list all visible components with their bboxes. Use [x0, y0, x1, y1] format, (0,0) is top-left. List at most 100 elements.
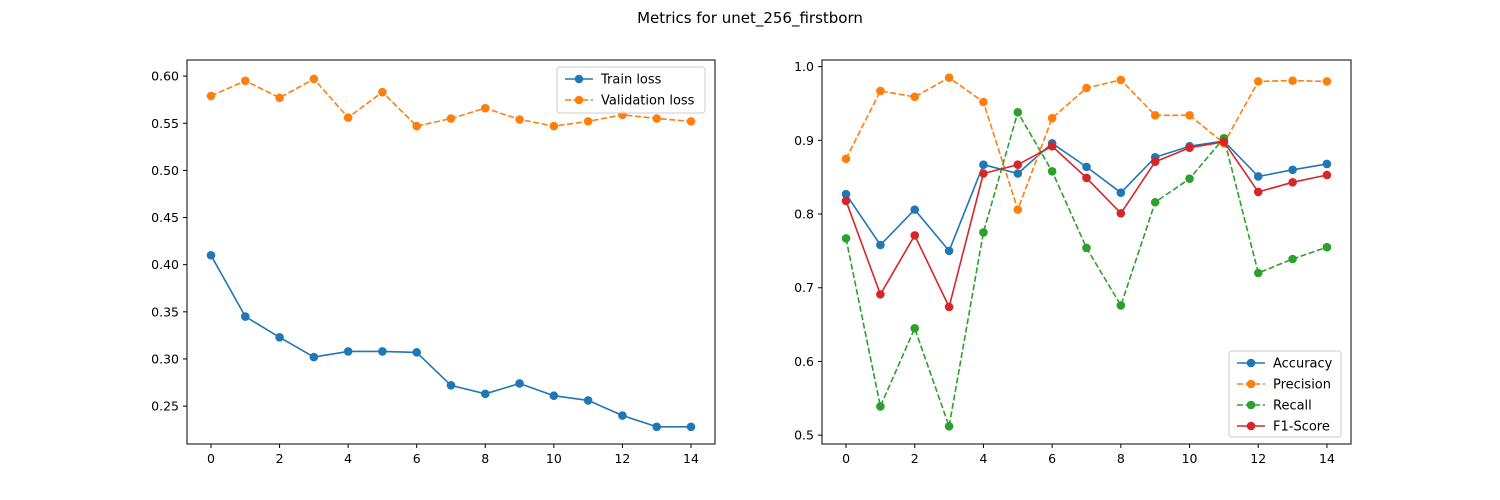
- legend-marker: [1246, 358, 1256, 368]
- legend-box: [556, 66, 706, 114]
- x-tick-label: 6: [1048, 451, 1056, 466]
- y-tick-label: 0.55: [151, 116, 179, 131]
- x-tick-label: 4: [979, 451, 987, 466]
- data-point: [446, 381, 456, 390]
- data-point: [1013, 108, 1023, 117]
- data-point: [1047, 166, 1057, 176]
- x-tick-label: 8: [1117, 451, 1125, 466]
- data-point: [1219, 137, 1229, 147]
- data-point: [583, 396, 593, 405]
- data-point: [343, 347, 353, 356]
- data-point: [206, 250, 216, 260]
- data-point: [944, 422, 954, 431]
- data-point: [583, 117, 593, 126]
- data-point: [979, 169, 988, 178]
- legend-marker: [1246, 421, 1256, 431]
- data-point: [979, 228, 988, 237]
- y-tick-label: 0.40: [151, 257, 179, 272]
- data-point: [841, 189, 851, 199]
- series-line: [210, 254, 691, 428]
- data-point: [910, 92, 920, 102]
- x-tick-label: 0: [842, 451, 850, 466]
- data-point: [652, 114, 662, 123]
- data-point: [944, 302, 954, 312]
- data-point: [1150, 197, 1160, 207]
- x-tick-label: 12: [614, 451, 630, 466]
- metrics-chart: 0 2 4 6 8 10 12 14 0.5 0.6 0.7 0.8 0.9 1.0 Accuracy Pre…: [794, 59, 1352, 466]
- data-point: [446, 114, 456, 123]
- data-point: [1253, 268, 1263, 278]
- data-point: [1013, 205, 1023, 214]
- data-point: [1116, 301, 1126, 310]
- y-tick-label: 0.6: [794, 354, 814, 369]
- legend-label: Accuracy: [1273, 357, 1333, 372]
- legend: Train loss Validation loss: [556, 66, 706, 114]
- data-point: [1150, 157, 1160, 167]
- data-point: [1116, 75, 1126, 85]
- y-tick-label: 0.9: [794, 133, 814, 148]
- data-point: [910, 205, 920, 214]
- data-point: [1185, 110, 1194, 120]
- data-point: [1288, 254, 1297, 264]
- data-point: [378, 87, 387, 97]
- y-tick-label: 0.30: [151, 351, 179, 366]
- x-tick-label: 12: [1250, 451, 1266, 466]
- legend-marker: [1246, 400, 1256, 410]
- data-point: [876, 402, 885, 411]
- x-tick-label: 10: [1182, 451, 1198, 466]
- data-point: [309, 352, 319, 362]
- data-point: [480, 103, 490, 113]
- legend-marker: [574, 95, 584, 105]
- data-point: [1253, 77, 1263, 86]
- data-point: [686, 117, 696, 126]
- data-point: [979, 97, 988, 107]
- legend-label: Train loss: [600, 73, 662, 88]
- data-point: [618, 411, 627, 420]
- data-point: [343, 113, 353, 122]
- data-point: [876, 290, 885, 299]
- plot-frame: [186, 59, 716, 445]
- data-point: [1322, 242, 1332, 252]
- x-tick-label: 10: [546, 451, 562, 466]
- figure-title: Metrics for unet_256_firstborn: [637, 9, 863, 28]
- y-tick-label: 0.50: [151, 163, 179, 178]
- data-point: [1013, 160, 1023, 169]
- data-point: [944, 73, 954, 82]
- data-point: [515, 115, 524, 124]
- data-point: [240, 312, 250, 321]
- legend-label: Precision: [1273, 378, 1331, 393]
- y-tick-label: 0.5: [794, 428, 814, 443]
- data-point: [1047, 141, 1057, 151]
- y-tick-label: 1.0: [794, 59, 814, 74]
- data-point: [549, 121, 559, 131]
- x-tick-label: 2: [911, 451, 919, 466]
- data-point: [1185, 143, 1194, 153]
- x-tick-label: 14: [1319, 451, 1335, 466]
- data-point: [876, 86, 885, 96]
- x-tick-label: 6: [413, 451, 421, 466]
- data-point: [876, 240, 885, 250]
- loss-chart: 0 2 4 6 8 10 12 14 0.25 0.30 0.35 0.40 0.45 0.50 0.55 0…: [151, 59, 716, 466]
- data-point: [944, 246, 954, 256]
- x-tick-label: 14: [683, 451, 699, 466]
- data-point: [652, 422, 662, 432]
- data-point: [910, 231, 920, 240]
- data-point: [549, 391, 559, 401]
- legend-label: Validation loss: [601, 94, 695, 109]
- y-tick-label: 0.25: [151, 399, 179, 414]
- x-tick-label: 4: [344, 451, 352, 466]
- data-point: [1288, 76, 1297, 85]
- data-point: [378, 347, 387, 356]
- data-point: [1253, 172, 1263, 181]
- x-tick-label: 8: [481, 451, 489, 466]
- data-point: [979, 160, 988, 169]
- y-tick-label: 0.45: [151, 210, 179, 225]
- data-point: [1013, 169, 1023, 178]
- data-point: [1322, 77, 1332, 86]
- data-point: [275, 93, 284, 103]
- y-tick-label: 0.60: [151, 69, 179, 84]
- data-point: [1322, 159, 1332, 169]
- legend-box: [1228, 350, 1342, 438]
- data-point: [841, 154, 851, 164]
